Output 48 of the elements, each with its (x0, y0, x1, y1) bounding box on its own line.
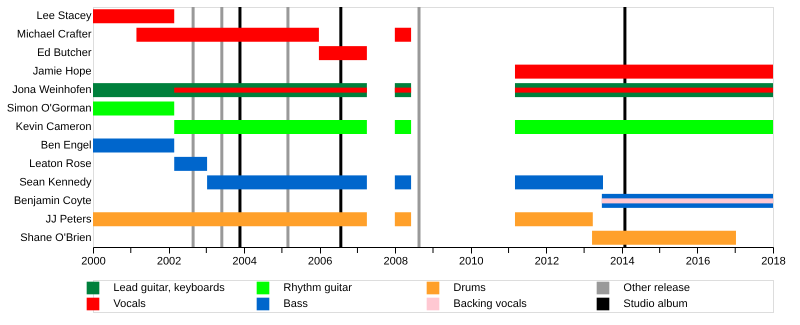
bar (174, 120, 367, 134)
y-tick-label: Ed Butcher (37, 47, 92, 60)
x-tick-label: 2002 (156, 256, 182, 268)
y-tick-label: Ben Engel (40, 139, 92, 152)
x-tick-label: 2016 (686, 256, 710, 268)
y-tick-label: Sean Kennedy (19, 176, 92, 188)
y-tick-label: Jamie Hope (32, 66, 92, 78)
bar (592, 230, 736, 245)
bar (514, 120, 773, 134)
bar (394, 120, 412, 134)
y-tick-label: JJ Peters (46, 213, 92, 226)
x-tick-label: 2008 (383, 256, 408, 268)
legend-label: Backing vocals (453, 298, 528, 310)
y-tick-label: Michael Crafter (16, 28, 92, 41)
legend-label: Drums (453, 282, 486, 294)
x-tick-label: 2014 (610, 256, 635, 268)
x-tick-label: 2006 (308, 256, 332, 268)
y-tick-label: Lee Stacey (36, 10, 92, 22)
y-tick-label: Jona Weinhofen (12, 84, 92, 96)
legend-label: Bass (283, 298, 308, 310)
bar (93, 212, 367, 226)
legend-label: Lead guitar, keyboards (113, 282, 226, 294)
x-tick-label: 2012 (534, 256, 560, 268)
bar (394, 175, 412, 190)
legend-label: Rhythm guitar (283, 282, 352, 294)
bar (318, 46, 367, 60)
bar (207, 175, 367, 190)
x-tick-label: 2010 (459, 256, 484, 268)
legend-label: Studio album (623, 298, 688, 310)
y-tick-label: Simon O'Gorman (6, 102, 92, 115)
bar (174, 156, 208, 171)
y-tick-label: Benjamin Coyte (14, 194, 92, 207)
bar (514, 212, 593, 226)
y-tick-label: Kevin Cameron (16, 121, 92, 133)
legend-label: Vocals (113, 298, 146, 310)
bar (514, 175, 603, 190)
bar (93, 102, 174, 116)
bar (93, 9, 174, 24)
y-tick-label: Shane O'Brien (20, 232, 92, 244)
legend-label: Other release (623, 282, 690, 294)
bar (394, 212, 412, 226)
bar (136, 28, 319, 42)
bar (93, 138, 174, 152)
bar (602, 198, 773, 204)
x-tick-label: 2018 (761, 256, 786, 268)
x-tick-label: 2004 (232, 256, 257, 268)
y-tick-label: Leaton Rose (29, 158, 92, 170)
x-tick-label: 2000 (81, 256, 106, 268)
